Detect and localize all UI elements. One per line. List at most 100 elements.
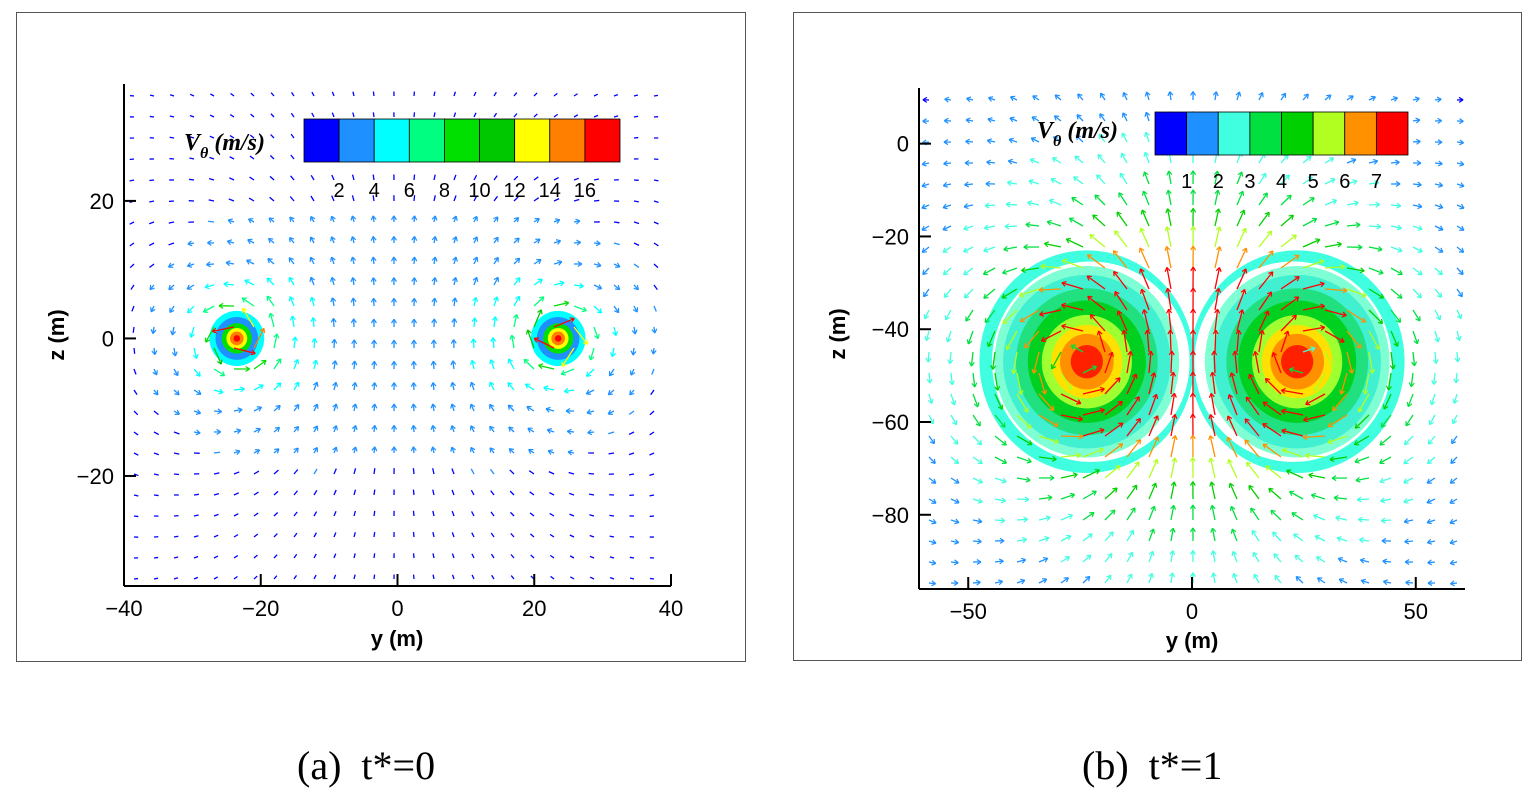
panel-a-vector-arrow — [214, 452, 220, 453]
panel-b-colorbar-swatch — [1345, 112, 1377, 155]
panel-a-vector-arrow — [589, 494, 594, 495]
caption-b-expr: t*=1 — [1149, 743, 1223, 788]
panel-a-vector-arrow — [154, 495, 159, 496]
caption-a: (a) t*=0 — [277, 695, 435, 789]
panel-a-colorbar-label: 6 — [404, 180, 415, 202]
panel-a-colorbar-label: 8 — [439, 180, 450, 202]
panel-a-vector-arrow — [413, 490, 414, 495]
panel-a-ytick-label: −20 — [77, 464, 114, 489]
panel-a-contour-level — [234, 335, 241, 342]
panel-a-ylabel: z (m) — [44, 309, 69, 360]
panel-a-vector-arrow — [650, 578, 654, 579]
panel-a-chart: −40 −20 0 20 40 −20 0 20 y (m) z (m) 2 4 6 8 10 12 14… — [16, 12, 746, 662]
panel-b-ytick-label: −80 — [872, 503, 909, 528]
panel-a-vector-arrow — [634, 116, 638, 117]
panel-a-vector-arrow — [133, 327, 134, 333]
panel-b-colorbar-swatch — [1313, 112, 1345, 155]
panel-b-ylabel: z (m) — [825, 308, 850, 359]
panel-b-ytick-label: −60 — [872, 410, 909, 435]
panel-a-contour-level — [555, 335, 562, 342]
panel-a-vector-arrow — [654, 95, 658, 96]
panel-a-ytick-label: 0 — [102, 326, 114, 351]
panel-a-colorbar-label: 12 — [504, 180, 526, 202]
panel-a-colorbar-swatch — [444, 119, 479, 162]
caption-b-label: (b) — [1082, 743, 1129, 788]
panel-a-vector-arrow — [654, 180, 658, 181]
panel-b-colorbar-swatch — [1155, 112, 1187, 155]
caption-a-expr: t*=0 — [361, 743, 435, 788]
panel-a-xtick-label: 20 — [522, 596, 546, 621]
caption-a-label: (a) — [297, 743, 341, 788]
panel-a-xtick-label: 40 — [659, 596, 683, 621]
panel-a-colorbar-swatch — [339, 119, 374, 162]
panel-a-colorbar-label: 4 — [369, 180, 380, 202]
panel-a-vector-arrow — [154, 578, 158, 579]
panel-a-vector-arrow — [374, 490, 375, 495]
panel-a-vector-arrow — [130, 159, 134, 160]
panel-a-colorbar-label: 10 — [468, 180, 490, 202]
panel-a-vector-arrow — [149, 180, 154, 181]
panel-a-vector-arrow — [170, 137, 174, 138]
panel-b-ytick-label: −20 — [872, 224, 909, 249]
panel-a-vector-arrow — [413, 511, 414, 516]
panel-a-vector-arrow — [208, 221, 214, 222]
panel-b-colorbar-swatch — [1250, 112, 1282, 155]
panel-a-vector-arrow — [374, 532, 375, 537]
panel-a-colorbar-swatch — [515, 119, 550, 162]
panel-a-vector-arrow — [650, 495, 654, 496]
panel-b-colorbar-swatch — [1282, 112, 1314, 155]
panel-a-vector-arrow — [374, 468, 375, 474]
panel-a-vector-arrow — [629, 474, 634, 475]
panel-a-vector-arrow — [609, 453, 614, 454]
panel-b-contour-level — [1071, 345, 1103, 378]
panel-a-vector-arrow — [373, 112, 374, 117]
panel-a-colorbar-swatch — [550, 119, 585, 162]
panel-a-colorbar-swatch — [409, 119, 444, 162]
panel-a-vector-arrow — [609, 515, 614, 516]
panel-a-vector-arrow — [194, 494, 199, 495]
panel-a-colorbar-swatch — [304, 119, 339, 162]
panel-a-colorbar-label: 2 — [334, 180, 345, 202]
panel-a-vector-arrow — [134, 516, 138, 517]
panel-b-colorbar-swatch — [1376, 112, 1408, 155]
panel-b-xlabel: y (m) — [1166, 628, 1219, 653]
panel-a-colorbar-label: 16 — [574, 180, 596, 202]
panel-a-xtick-label: 0 — [391, 596, 403, 621]
panel-a-xlabel: y (m) — [371, 626, 424, 651]
panel-a-vector-arrow — [589, 473, 594, 474]
caption-b: (b) t*=1 — [1062, 695, 1222, 789]
panel-a-vector-arrow — [374, 553, 375, 558]
panel-a-colorbar-swatch — [585, 119, 620, 162]
panel-b-colorbar-label: 3 — [1244, 171, 1255, 193]
panel-b-colorbar-label: 5 — [1308, 171, 1319, 193]
panel-b-xtick-label: 0 — [1186, 599, 1198, 624]
panel-b-colorbar-label: 6 — [1339, 171, 1350, 193]
panel-a-vector-arrow — [373, 92, 374, 96]
panel-b-xtick-label: −50 — [950, 599, 987, 624]
panel-a-vector-arrow — [134, 348, 135, 354]
panel-b-ytick-label: −40 — [872, 317, 909, 342]
panel-a-colorbar-swatch — [374, 119, 409, 162]
panel-b-colorbar-label: 1 — [1181, 171, 1192, 193]
panel-a-vector-arrow — [433, 575, 434, 579]
panel-a-xtick-label: −20 — [242, 596, 279, 621]
panel-a-vector-arrow — [374, 575, 375, 579]
panel-a-vector-arrow — [634, 201, 639, 202]
panel-b-xtick-label: 50 — [1404, 599, 1428, 624]
panel-a-colorbar-label: 14 — [539, 180, 561, 202]
panel-a-vector-arrow — [630, 578, 634, 579]
panel-a-xtick-label: −40 — [105, 596, 142, 621]
panel-a-ytick-label: 20 — [90, 189, 114, 214]
panel-a-vector-arrow — [610, 536, 614, 537]
panel-a-vector-arrow — [189, 179, 194, 180]
panel-a-frame — [17, 13, 746, 662]
panel-a-vector-arrow — [174, 536, 178, 537]
panel-a-vector-arrow — [630, 557, 634, 558]
panel-a-vector-arrow — [374, 511, 375, 516]
panel-a-vector-arrow — [150, 116, 154, 117]
panel-a-vector-arrow — [614, 222, 619, 223]
panel-a-vector-arrow — [434, 92, 435, 96]
panel-a-vector-arrow — [154, 557, 158, 558]
panel-b-colorbar-swatch — [1187, 112, 1219, 155]
